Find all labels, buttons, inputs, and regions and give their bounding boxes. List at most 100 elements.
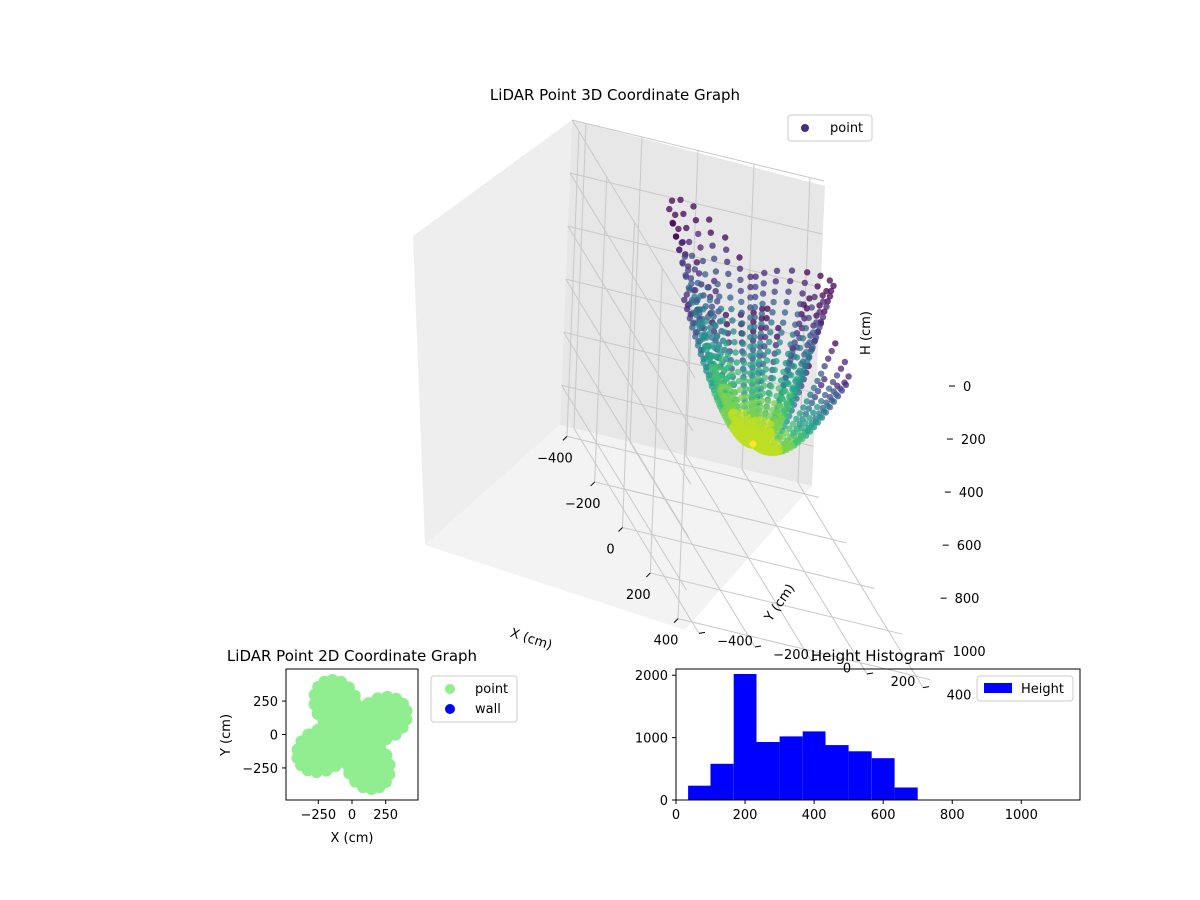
point-3d: [766, 338, 773, 346]
y-tick-label-2d: 0: [270, 729, 278, 744]
point-3d: [733, 359, 740, 366]
grid-line: [573, 123, 587, 429]
point-3d: [716, 344, 723, 352]
point-3d: [706, 216, 713, 223]
point-3d: [715, 363, 722, 371]
point-3d: [729, 317, 736, 324]
grid-line: [677, 313, 691, 619]
point-3d: [778, 377, 785, 384]
point-3d: [700, 305, 707, 313]
grid-line: [569, 172, 696, 379]
point-3d: [783, 298, 790, 306]
point-3d: [793, 415, 800, 423]
point-3d: [761, 411, 769, 418]
point-3d: [702, 271, 709, 278]
histogram-bar: [871, 758, 895, 800]
histogram-bar: [848, 751, 872, 800]
point-3d: [845, 373, 852, 380]
point-3d: [688, 280, 695, 287]
point-3d: [796, 410, 804, 417]
point-3d: [730, 380, 737, 387]
point-3d: [723, 340, 730, 347]
point-3d: [819, 292, 826, 299]
point-3d: [771, 400, 778, 407]
point-3d: [764, 348, 772, 355]
point-3d: [773, 409, 781, 416]
point-3d: [763, 357, 771, 364]
x-tick-mark-3d: [562, 436, 568, 441]
point-3d: [752, 283, 759, 291]
point-3d: [709, 242, 716, 249]
point-3d: [770, 298, 777, 306]
scatter-3d-points: [666, 196, 852, 457]
point-3d: [680, 210, 687, 218]
grid-line: [622, 222, 635, 528]
point-3d: [819, 313, 827, 321]
point-3d: [824, 402, 832, 410]
point-3d: [790, 384, 797, 391]
point-3d: [806, 415, 813, 422]
point-3d: [827, 287, 835, 295]
point-3d: [716, 293, 723, 300]
point-3d: [823, 287, 830, 295]
legend-3d: point: [787, 114, 873, 142]
x-tick-mark-3d: [590, 481, 596, 487]
point-3d: [764, 398, 772, 405]
y-tick-label-3d: −400: [717, 634, 753, 649]
x-tick-label-2d: −250: [300, 808, 336, 823]
point-3d: [708, 303, 716, 310]
point-3d: [818, 382, 825, 389]
point-3d: [790, 363, 798, 370]
point-3d: [750, 342, 758, 350]
point-3d: [727, 294, 734, 301]
point-3d: [802, 420, 809, 427]
point-3d: [752, 273, 759, 280]
y-tick-label-3d: −200: [773, 648, 809, 663]
grid-line: [567, 225, 694, 432]
point-3d: [749, 440, 757, 448]
point-3d: [808, 399, 816, 406]
point-3d: [732, 389, 739, 396]
point-3d: [799, 358, 807, 365]
point-3d: [696, 323, 703, 331]
legend-2d-wall-marker: [445, 704, 455, 714]
point-3d: [771, 366, 778, 374]
point-3d: [814, 403, 821, 411]
point-3d: [796, 367, 803, 374]
point-3d: [809, 329, 817, 336]
point-3d: [773, 333, 781, 340]
y-tick-mark-3d: [866, 672, 874, 675]
point-3d: [669, 219, 676, 226]
histogram-title: Height Histogram: [811, 647, 943, 665]
point-3d: [718, 355, 726, 363]
point-3d: [689, 299, 696, 306]
point-3d: [759, 300, 766, 307]
chart-2d-title: LiDAR Point 2D Coordinate Graph: [227, 647, 477, 665]
point-3d: [740, 359, 748, 367]
legend-histogram-label: Height: [1021, 682, 1064, 697]
point-3d: [691, 266, 699, 273]
point-3d: [747, 283, 754, 291]
point-3d: [807, 391, 814, 398]
point-3d: [808, 304, 815, 311]
point-3d: [833, 391, 840, 398]
point-3d: [725, 270, 732, 278]
point-3d: [738, 320, 746, 327]
point-3d: [714, 280, 721, 288]
point-3d: [818, 398, 825, 405]
point-3d: [819, 298, 827, 305]
histogram-bar: [733, 674, 757, 800]
point-3d: [825, 385, 833, 392]
point-3d: [690, 203, 697, 210]
point-3d: [751, 333, 758, 340]
histogram-bar: [710, 763, 734, 800]
point-3d: [756, 349, 763, 356]
point-3d: [736, 265, 744, 272]
x-tick-label-histogram: 200: [733, 808, 758, 823]
point-3d: [750, 377, 757, 384]
point-3d: [737, 386, 744, 393]
point-3d: [773, 357, 780, 365]
point-3d: [757, 340, 764, 347]
